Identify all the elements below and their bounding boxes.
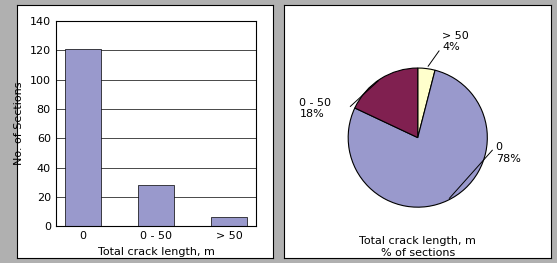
Bar — [138, 185, 174, 226]
Wedge shape — [355, 68, 418, 138]
Y-axis label: No. of Sections: No. of Sections — [14, 82, 24, 165]
Text: 0 - 50
18%: 0 - 50 18% — [300, 98, 331, 119]
Wedge shape — [348, 70, 487, 207]
Text: > 50
4%: > 50 4% — [442, 31, 469, 52]
Text: Total crack length, m
% of sections: Total crack length, m % of sections — [359, 236, 476, 258]
Wedge shape — [418, 68, 435, 138]
Bar — [211, 218, 247, 226]
Bar — [65, 49, 101, 226]
Text: 0
78%: 0 78% — [496, 142, 521, 164]
X-axis label: Total crack length, m: Total crack length, m — [97, 247, 214, 257]
